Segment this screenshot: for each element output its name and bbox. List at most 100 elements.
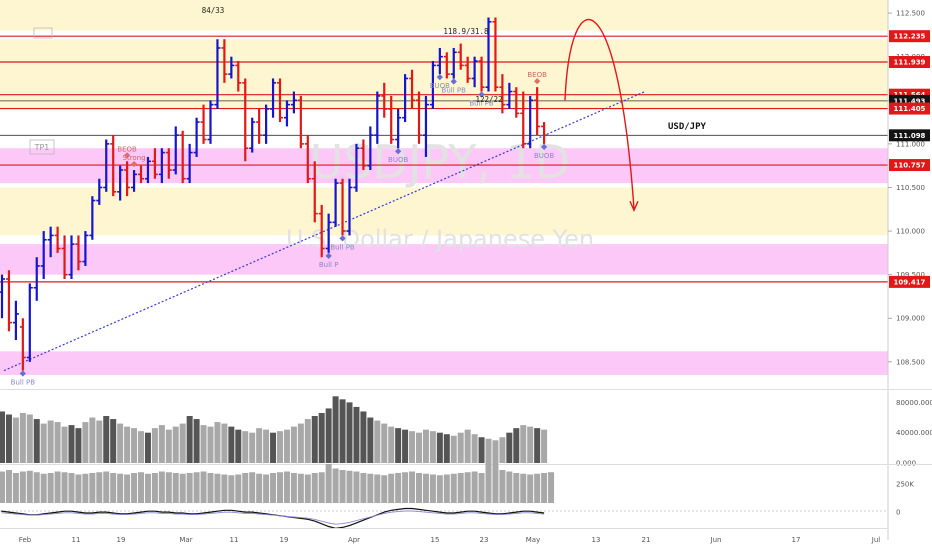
volume-bar — [263, 429, 270, 463]
zone-yellow — [0, 39, 888, 109]
volume-tick-label: 40000.000 — [896, 429, 932, 437]
note-apr-mid: 122/22 — [475, 95, 502, 104]
indicator-bar — [367, 473, 374, 503]
volume-bar — [26, 414, 33, 463]
volume-bar — [256, 428, 263, 463]
volume-bar — [40, 423, 47, 463]
ohlc-bar — [353, 143, 360, 192]
indicator-bar — [249, 472, 256, 503]
ohlc-bar — [450, 47, 457, 79]
ohlc-bar — [339, 178, 346, 236]
volume-bar — [429, 431, 436, 463]
volume-bar — [534, 428, 541, 463]
ohlc-bar — [346, 178, 353, 236]
volume-bar — [0, 411, 5, 463]
ohlc-bar — [228, 56, 235, 79]
indicator-bar — [103, 471, 110, 503]
indicator-bar — [409, 471, 416, 503]
indicator-bar — [527, 474, 534, 503]
ohlc-bar — [54, 226, 61, 253]
ohlc-bar — [270, 78, 277, 118]
x-tick-label: 11 — [72, 536, 81, 544]
ohlc-bar — [19, 318, 26, 371]
volume-bar — [103, 416, 110, 463]
indicator-bar — [492, 461, 499, 503]
volume-bar — [409, 431, 416, 463]
ohlc-bar — [471, 56, 478, 88]
indicator-bar — [96, 472, 103, 503]
level-badge-label: 109.417 — [894, 278, 926, 286]
watermark-symbol: USDJPY, 1D — [310, 135, 571, 189]
indicator-bar — [332, 468, 339, 503]
indicator-bar — [360, 473, 367, 503]
indicator-bar — [297, 473, 304, 503]
volume-bar — [353, 406, 360, 463]
volume-bar — [374, 420, 381, 463]
volume-bar — [138, 431, 144, 463]
level-badge — [889, 30, 930, 43]
ohlc-bar — [416, 91, 422, 144]
ohlc-bar — [40, 231, 47, 280]
volume-bar — [47, 420, 54, 463]
ohlc-bar — [179, 130, 186, 184]
ohlc-bar — [409, 69, 416, 109]
ohlc-bar — [402, 74, 409, 123]
indicator-bar — [346, 470, 353, 503]
volume-bar — [499, 437, 506, 463]
volume-bar — [172, 426, 179, 463]
volume-bar — [96, 420, 103, 463]
indicator-bar — [485, 449, 492, 503]
indicator-bar — [270, 473, 277, 503]
ohlc-bar — [436, 47, 443, 75]
x-tick-label: Apr — [348, 536, 360, 544]
indicator-bar — [235, 474, 242, 503]
volume-bar — [471, 434, 478, 463]
indicator-bar — [124, 474, 131, 503]
indicator-bar — [416, 473, 422, 503]
level-badge-label: 111.098 — [894, 132, 926, 140]
indicator-bar — [33, 472, 40, 503]
volume-bar — [228, 426, 235, 463]
indicator-bar — [464, 472, 471, 503]
indicator-bar — [311, 473, 318, 503]
bear-signal-marker — [123, 152, 131, 159]
indicator-bar — [228, 475, 235, 503]
indicator-bar — [304, 474, 311, 503]
ohlc-bar — [478, 56, 485, 92]
zone-yellow — [0, 0, 888, 31]
ohlc-bar — [193, 117, 200, 157]
indicator-bar — [513, 473, 520, 503]
ohlc-bar — [5, 270, 12, 332]
x-tick-label: 11 — [230, 536, 239, 544]
signal-label: BUOB — [430, 82, 450, 90]
ohlc-bar — [534, 87, 541, 136]
tp1-label: TP1 — [34, 143, 50, 152]
indicator-bar — [200, 471, 207, 503]
ohlc-bar — [360, 139, 367, 171]
volume-bar — [492, 440, 499, 463]
volume-bar — [513, 428, 520, 463]
indicator-bar — [68, 473, 75, 503]
ohlc-bar — [207, 100, 214, 144]
price-tick-label: 110.000 — [896, 228, 925, 236]
ohlc-bar — [277, 78, 283, 123]
indicator-bar — [381, 475, 388, 503]
indicator-bar — [214, 473, 221, 503]
volume-bar — [124, 426, 131, 463]
indicator-bar — [395, 473, 402, 503]
volume-bar — [478, 437, 485, 463]
x-tick-label: 17 — [792, 536, 801, 544]
note-top: 84/33 — [202, 6, 225, 15]
ohlc-bar — [249, 117, 256, 153]
ohlc-bar — [12, 300, 19, 341]
indicator-bar — [290, 473, 297, 503]
x-tick-label: Jul — [871, 536, 881, 544]
signal-label: BEOB — [527, 71, 547, 79]
ohlc-bar — [422, 95, 429, 157]
ohlc-bar — [297, 95, 304, 149]
x-tick-label: Mar — [179, 536, 192, 544]
signal-label: Strong — [123, 154, 146, 162]
ohlc-bar — [26, 283, 33, 362]
